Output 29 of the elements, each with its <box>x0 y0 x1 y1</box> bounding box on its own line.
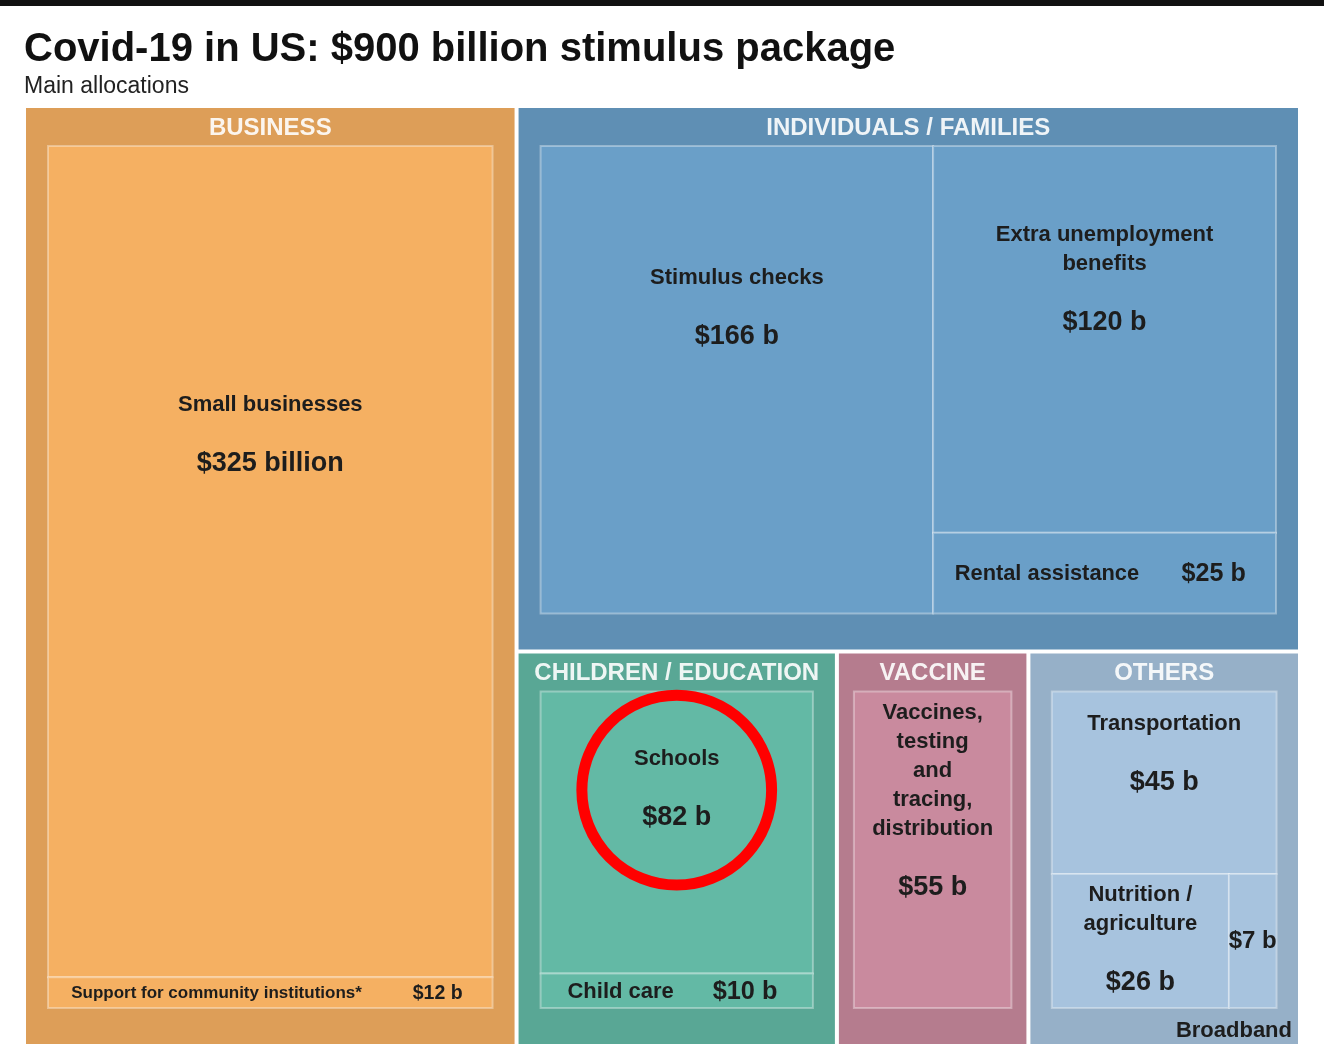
data-label: $45 b <box>1129 765 1199 796</box>
data-label: $325 billion <box>196 447 344 478</box>
category-label: Support for community institutions* <box>71 982 363 1002</box>
data-label: $25 b <box>1181 558 1246 587</box>
text: Covid-19 in US: $900 billion stimulus package <box>24 25 896 69</box>
series-label: INDIVIDUALS / FAMILIES <box>766 113 1051 140</box>
series-label: VACCINE <box>879 658 986 686</box>
series-label: CHILDREN / EDUCATION <box>534 658 820 686</box>
data-label: $7 b <box>1228 926 1277 954</box>
text: Main allocations <box>24 72 189 98</box>
category-label: Vaccines, testing and tracing, distribution <box>872 698 994 840</box>
data-label: $26 b <box>1105 966 1175 997</box>
data-label: $120 b <box>1062 306 1147 337</box>
series-label: OTHERS <box>1114 658 1215 686</box>
series-label: BUSINESS <box>208 113 332 140</box>
category-label: Transportation <box>1087 709 1242 735</box>
data-label: $55 b <box>898 870 968 901</box>
category-label: Extra unemployment benefits <box>995 221 1215 276</box>
data-label: $12 b <box>412 980 463 1003</box>
data-label: $166 b <box>694 320 779 351</box>
category-label: Nutrition / agriculture <box>1083 881 1198 936</box>
data-label: $82 b <box>642 800 712 831</box>
category-label: Schools <box>633 744 720 770</box>
category-label: Child care <box>567 977 674 1003</box>
category-label: Small businesses <box>177 391 363 417</box>
category-label: Stimulus checks <box>650 264 824 290</box>
category-label: Rental assistance <box>954 560 1140 586</box>
category-label: Broadband <box>1175 1017 1292 1042</box>
data-label: $10 b <box>712 975 778 1004</box>
